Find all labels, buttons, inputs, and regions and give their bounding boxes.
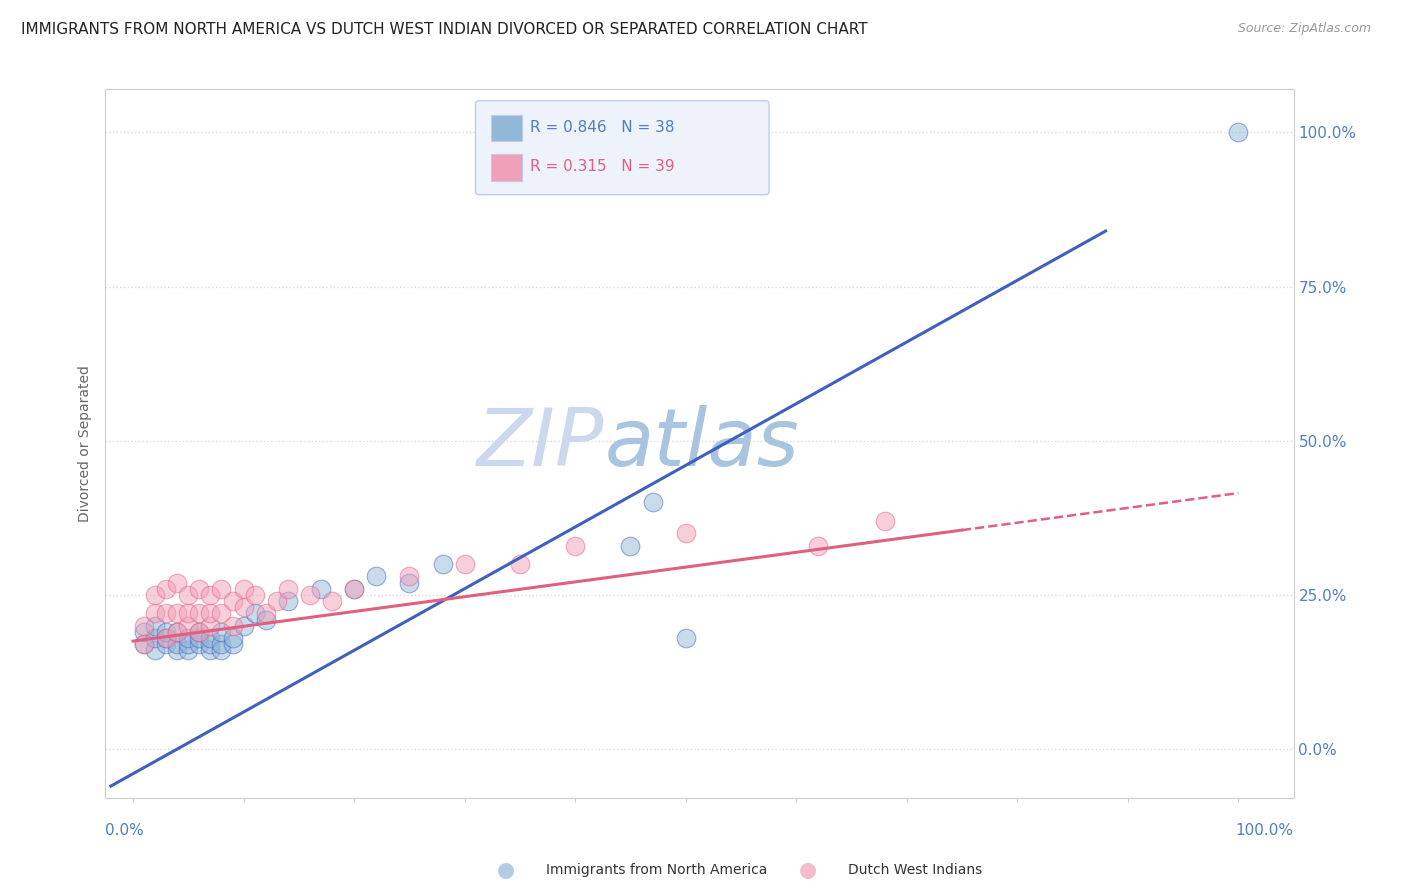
Point: [277, 594, 299, 608]
Point: [200, 643, 222, 657]
Text: ZIP: ZIP: [477, 405, 605, 483]
Text: 0.0%: 0.0%: [105, 823, 145, 838]
Point: [343, 582, 366, 596]
Point: [277, 582, 299, 596]
Point: [155, 607, 177, 621]
Point: [232, 600, 254, 615]
Point: [675, 631, 697, 645]
Point: [641, 495, 664, 509]
Point: [321, 594, 343, 608]
Point: [398, 569, 420, 583]
Point: [188, 631, 211, 645]
Point: [807, 539, 830, 553]
Point: [432, 557, 454, 571]
Point: [221, 631, 243, 645]
Point: [1227, 125, 1250, 139]
Point: [155, 582, 177, 596]
Point: [211, 607, 233, 621]
Point: [200, 631, 222, 645]
Point: [134, 637, 156, 651]
Point: [166, 607, 188, 621]
Text: atlas: atlas: [605, 405, 799, 483]
Point: [200, 618, 222, 632]
Text: Dutch West Indians: Dutch West Indians: [848, 863, 981, 877]
Point: [188, 624, 211, 639]
Text: R = 0.846   N = 38: R = 0.846 N = 38: [530, 120, 675, 136]
Point: [134, 637, 156, 651]
Point: [254, 607, 277, 621]
Point: [221, 618, 243, 632]
Point: [619, 539, 641, 553]
Point: [309, 582, 332, 596]
Point: [188, 637, 211, 651]
Point: [211, 624, 233, 639]
Point: [155, 631, 177, 645]
Point: [188, 582, 211, 596]
Point: [366, 569, 388, 583]
Point: [188, 624, 211, 639]
Point: [200, 637, 222, 651]
Point: [166, 575, 188, 590]
Point: [155, 624, 177, 639]
Text: ●: ●: [800, 860, 817, 880]
Text: 100.0%: 100.0%: [1236, 823, 1294, 838]
Point: [509, 557, 531, 571]
Point: [166, 643, 188, 657]
Point: [143, 631, 166, 645]
Point: [166, 624, 188, 639]
Point: [873, 514, 896, 528]
Point: [221, 637, 243, 651]
Text: Immigrants from North America: Immigrants from North America: [546, 863, 766, 877]
Point: [143, 588, 166, 602]
Point: [143, 607, 166, 621]
Text: R = 0.315   N = 39: R = 0.315 N = 39: [530, 160, 675, 174]
Y-axis label: Divorced or Separated: Divorced or Separated: [79, 366, 93, 522]
Text: Source: ZipAtlas.com: Source: ZipAtlas.com: [1237, 22, 1371, 36]
Point: [211, 637, 233, 651]
Point: [177, 637, 200, 651]
Point: [155, 637, 177, 651]
Point: [298, 588, 321, 602]
Point: [675, 526, 697, 541]
Point: [134, 624, 156, 639]
Point: [177, 588, 200, 602]
Point: [232, 618, 254, 632]
Point: [453, 557, 475, 571]
Point: [177, 607, 200, 621]
Point: [266, 594, 288, 608]
Point: [155, 631, 177, 645]
Point: [243, 588, 266, 602]
Point: [211, 643, 233, 657]
Point: [166, 624, 188, 639]
Point: [200, 588, 222, 602]
Point: [134, 618, 156, 632]
Point: [177, 631, 200, 645]
Point: [166, 637, 188, 651]
Point: [232, 582, 254, 596]
Point: [221, 594, 243, 608]
Point: [564, 539, 586, 553]
Text: ●: ●: [498, 860, 515, 880]
Point: [200, 607, 222, 621]
Point: [243, 607, 266, 621]
Point: [343, 582, 366, 596]
Point: [177, 618, 200, 632]
Point: [143, 643, 166, 657]
Point: [398, 575, 420, 590]
Text: IMMIGRANTS FROM NORTH AMERICA VS DUTCH WEST INDIAN DIVORCED OR SEPARATED CORRELA: IMMIGRANTS FROM NORTH AMERICA VS DUTCH W…: [21, 22, 868, 37]
Point: [177, 643, 200, 657]
Point: [211, 582, 233, 596]
Point: [254, 613, 277, 627]
Point: [188, 607, 211, 621]
Point: [143, 618, 166, 632]
